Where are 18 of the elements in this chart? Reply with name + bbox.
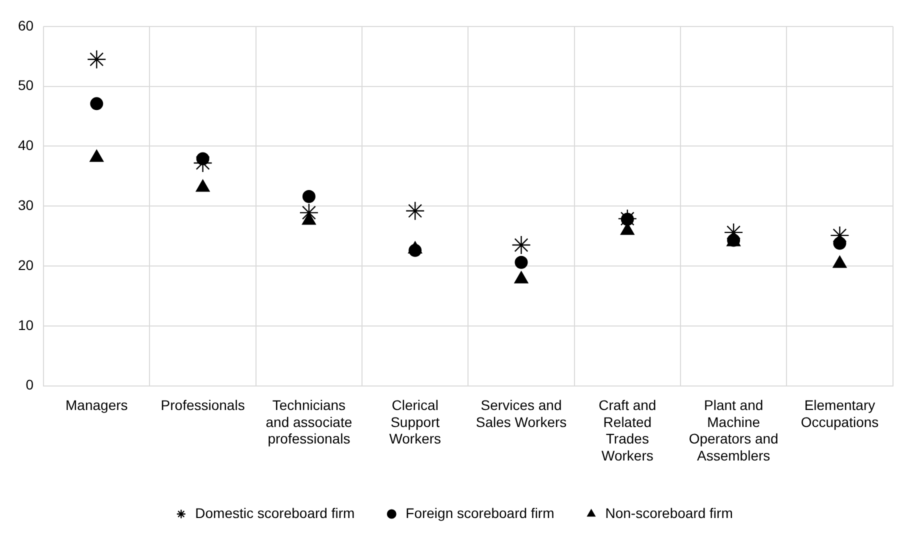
y-tick-label: 0 bbox=[26, 376, 34, 393]
y-tick-label: 50 bbox=[18, 77, 34, 94]
legend-label: Domestic scoreboard firm bbox=[195, 504, 355, 521]
x-tick-label: Professionals bbox=[160, 397, 245, 414]
x-tick-label: Plant and Machine Operators and Assemblers bbox=[688, 397, 778, 464]
x-tick-label: Elementary Occupations bbox=[800, 397, 879, 430]
y-tick-label: 40 bbox=[18, 137, 34, 154]
x-tick-label: Technicians and associate professionals bbox=[266, 397, 352, 447]
x-tick-label: Services and Sales Workers bbox=[476, 397, 567, 430]
x-tick-label: Craft and Related Trades Workers bbox=[598, 397, 656, 464]
y-tick-label: 20 bbox=[18, 256, 34, 273]
y-tick-label: 10 bbox=[18, 316, 34, 333]
x-tick-label: Clerical Support Workers bbox=[389, 397, 442, 447]
y-tick-label: 60 bbox=[18, 17, 34, 34]
x-tick-label: Managers bbox=[66, 397, 128, 414]
legend-label: Foreign scoreboard firm bbox=[406, 504, 554, 521]
legend-label: Non-scoreboard firm bbox=[605, 504, 733, 521]
y-tick-label: 30 bbox=[18, 196, 34, 213]
